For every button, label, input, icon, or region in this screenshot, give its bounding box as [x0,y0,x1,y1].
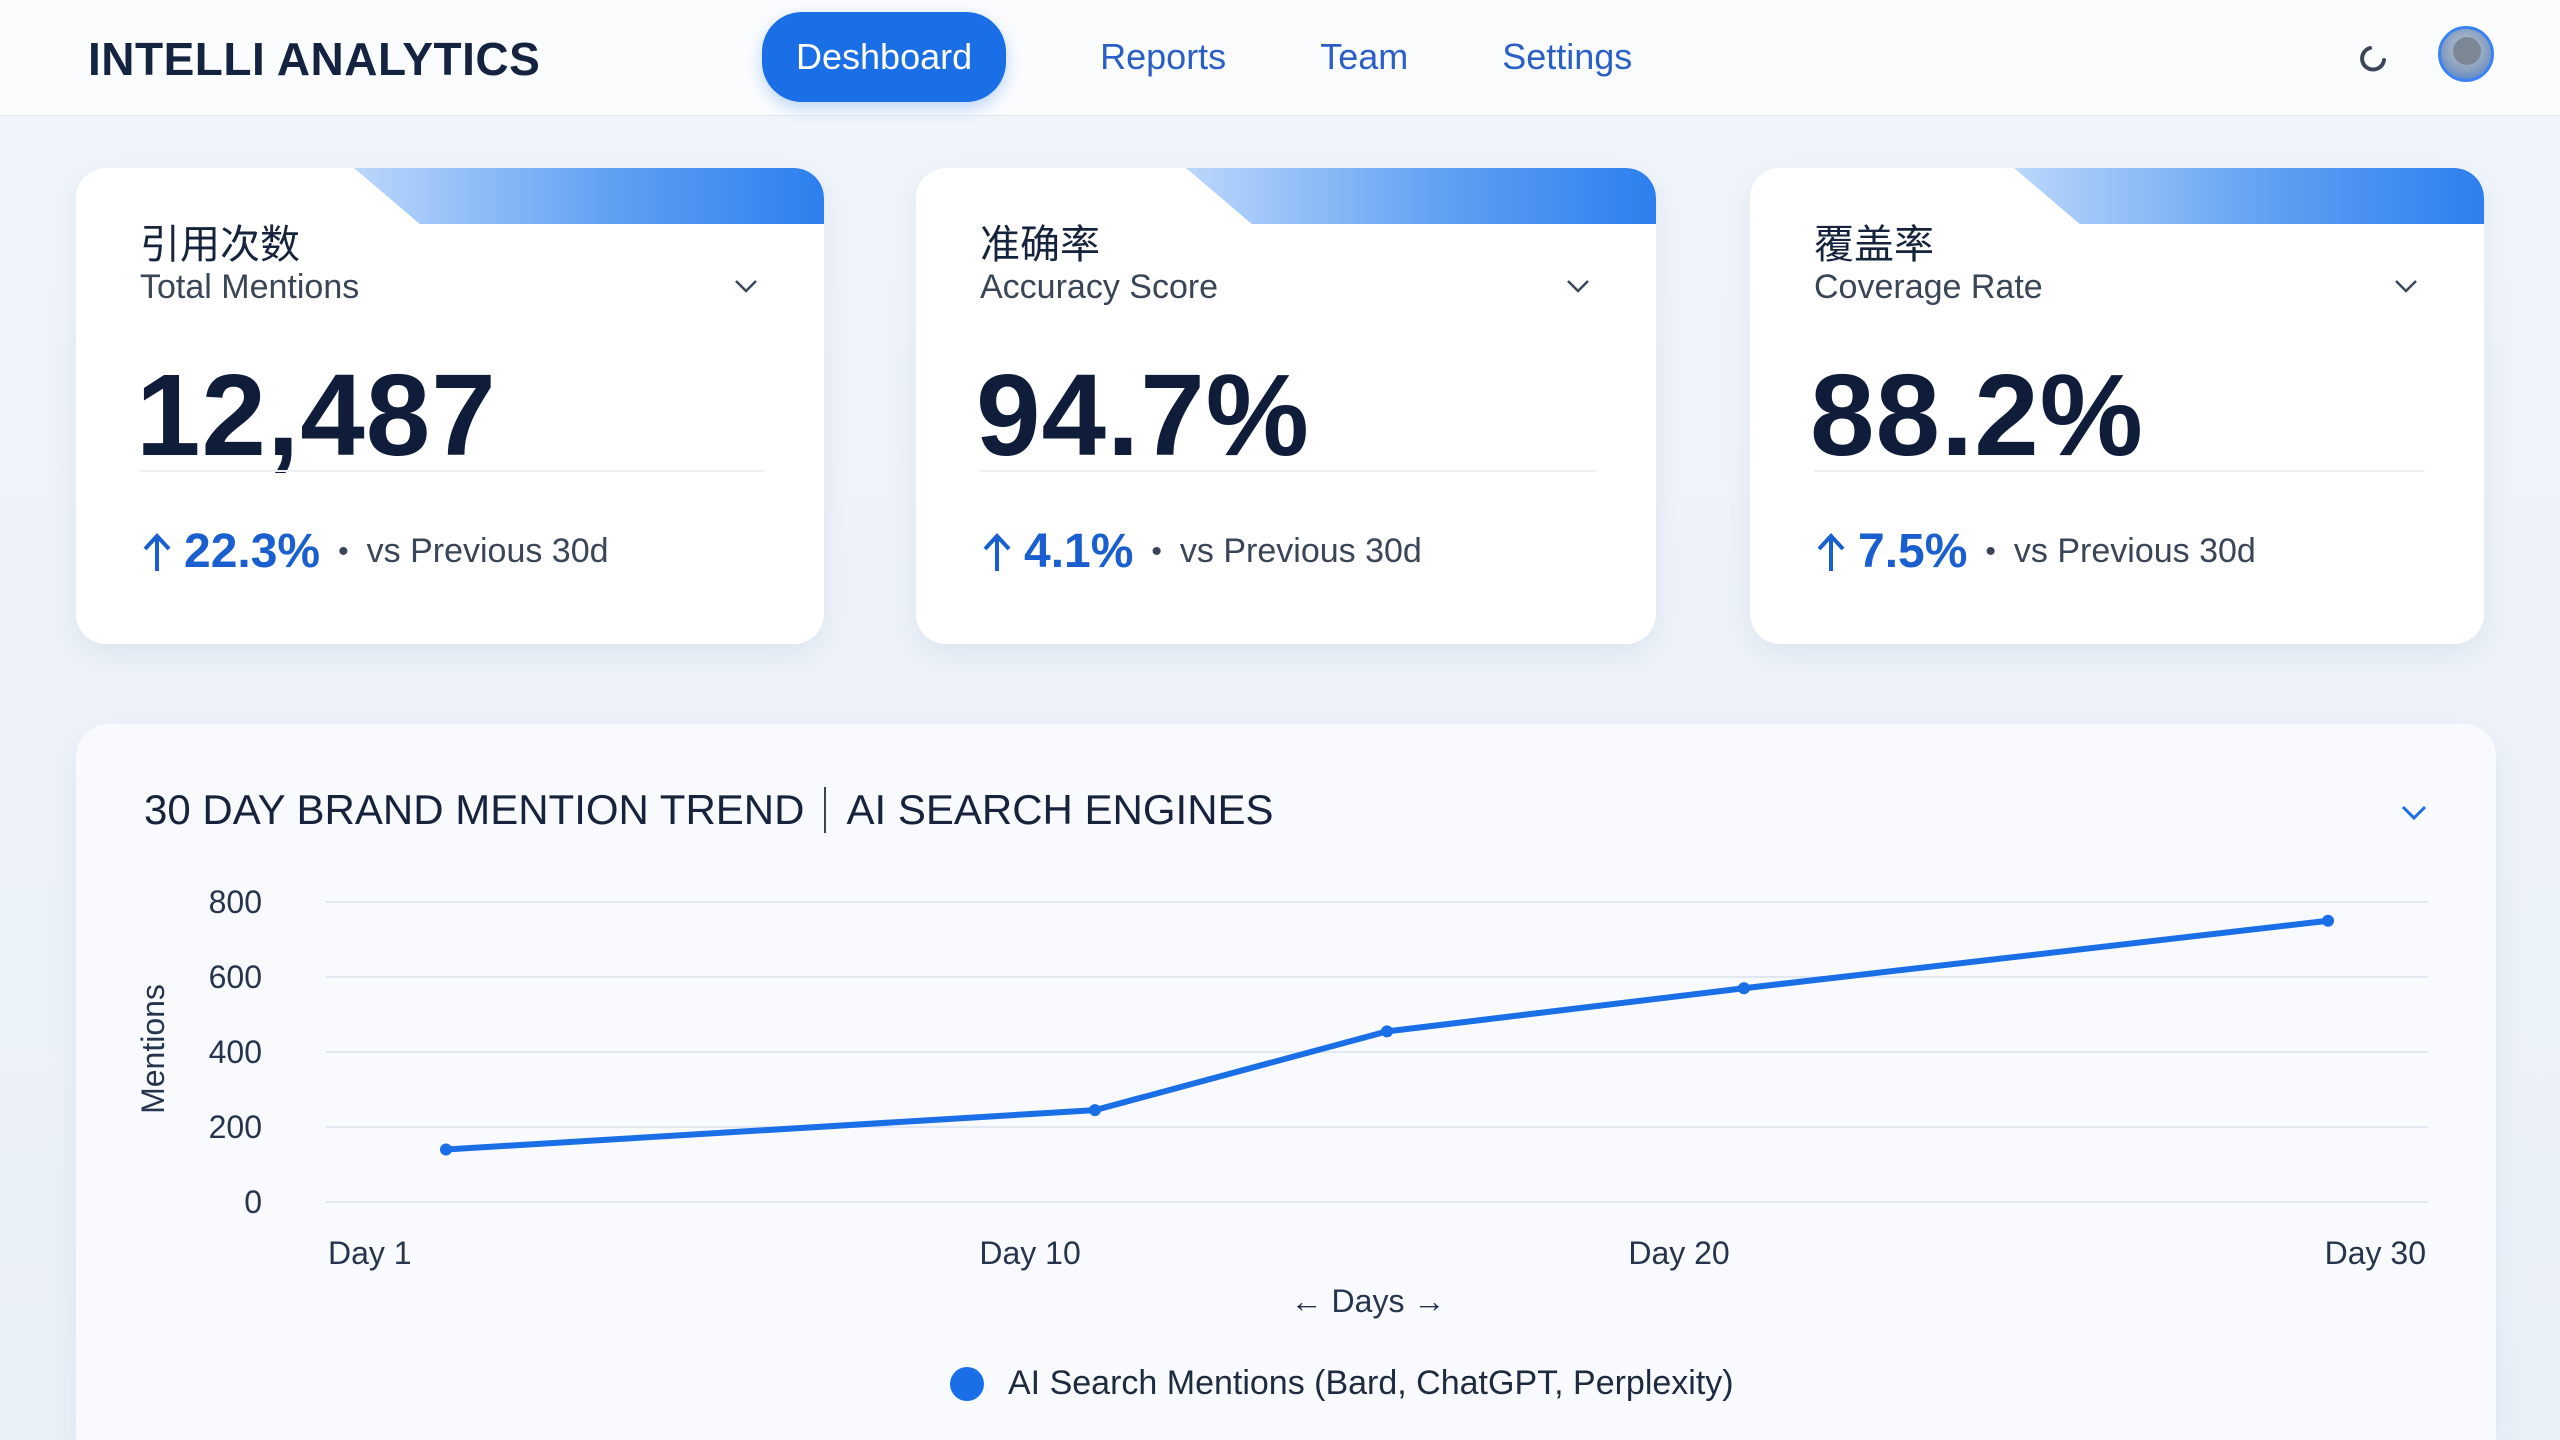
y-tick-label: 600 [209,959,262,995]
delta-label: vs Previous 30d [1179,532,1422,570]
card-delta: 7.5% • vs Previous 30d [1814,524,2256,579]
arrow-up-icon [983,532,1011,571]
card-title-en: Coverage Rate [1814,268,2043,306]
chevron-down-icon[interactable] [1564,272,1592,300]
trend-title-left: 30 DAY BRAND MENTION TREND [144,786,805,833]
separator-dot: • [1151,534,1162,568]
delta-value: 7.5% [1858,525,1968,578]
delta-value: 4.1% [1024,525,1134,578]
legend-swatch [950,1366,984,1401]
title-separator [824,787,827,833]
x-tick-label: Day 10 [979,1235,1080,1271]
kpi-card-accuracy-score: 准确率 Accuracy Score 94.7% 4.1% • vs Previ… [916,168,1656,644]
chart-grid [326,901,2428,1203]
delta-label: vs Previous 30d [366,532,609,570]
card-divider [140,470,764,472]
card-accent-decoration [1186,168,1656,224]
card-accent-decoration [354,168,824,224]
top-header: INTELLI ANALYTICS Deshboard Reports Team… [0,0,2560,116]
refresh-icon[interactable] [2356,40,2392,76]
data-point[interactable] [2322,914,2334,927]
y-tick-label: 400 [209,1034,262,1070]
nav-dashboard[interactable]: Deshboard [762,12,1007,102]
x-tick-label: Day 1 [328,1235,412,1271]
brand-logo: INTELLI ANALYTICS [88,33,541,85]
arrow-up-icon [1817,532,1845,571]
card-delta: 4.1% • vs Previous 30d [980,524,1422,579]
card-accent-decoration [2014,168,2484,224]
card-title-cn: 引用次数 [140,222,300,268]
trend-panel-title: 30 DAY BRAND MENTION TREND AI SEARCH ENG… [144,786,1274,834]
card-divider [1814,470,2424,472]
data-point[interactable] [1088,1104,1101,1117]
kpi-card-total-mentions: 引用次数 Total Mentions 12,487 22.3% • vs Pr… [76,168,824,644]
kpi-card-coverage-rate: 覆盖率 Coverage Rate 88.2% 7.5% • vs Previo… [1750,168,2484,644]
chart-y-ticks: 0 200 400 600 800 [209,884,262,1220]
nav-settings[interactable]: Settings [1502,36,1633,77]
main-nav: Deshboard Reports Team Settings [762,12,1692,102]
separator-dot: • [1985,534,1996,568]
user-avatar[interactable] [2438,26,2494,82]
y-tick-label: 0 [244,1184,262,1220]
card-divider [980,470,1596,472]
card-title-cn: 覆盖率 [1814,222,1934,268]
nav-team[interactable]: Team [1320,36,1409,77]
delta-label: vs Previous 30d [2013,532,2256,570]
card-title-en: Accuracy Score [980,268,1219,306]
legend-label: AI Search Mentions (Bard, ChatGPT, Perpl… [1008,1364,1734,1402]
arrow-up-icon [143,532,171,571]
chart-legend: AI Search Mentions (Bard, ChatGPT, Perpl… [950,1364,1734,1403]
trend-title-right: AI SEARCH ENGINES [846,786,1274,833]
trend-panel: 30 DAY BRAND MENTION TREND AI SEARCH ENG… [76,724,2496,1440]
chevron-down-icon[interactable] [2392,272,2420,300]
y-tick-label: 200 [209,1109,262,1145]
x-axis-label: ← Days → [1291,1283,1446,1319]
data-point[interactable] [1381,1025,1393,1038]
card-value: 94.7% [976,350,1310,480]
data-point[interactable] [1737,982,1750,995]
y-axis-label: Mentions [135,984,171,1114]
x-tick-label: Day 30 [2325,1235,2426,1271]
trend-line-chart: 0 200 400 600 800 Day 1 Day 10 Day 20 Day 30 Me… [135,884,2428,1319]
x-tick-label: Day 20 [1628,1235,1729,1271]
card-value: 12,487 [136,350,497,480]
chevron-down-icon[interactable] [732,272,760,300]
card-title-en: Total Mentions [140,268,360,306]
data-point[interactable] [440,1143,452,1156]
chevron-down-icon[interactable] [2398,796,2430,828]
card-value: 88.2% [1810,350,2144,480]
y-tick-label: 800 [209,884,262,920]
card-delta: 22.3% • vs Previous 30d [140,524,609,579]
delta-value: 22.3% [184,525,321,578]
chart-x-ticks: Day 1 Day 10 Day 20 Day 30 [328,1235,2426,1271]
card-title-cn: 准确率 [980,222,1100,268]
separator-dot: • [338,534,349,568]
nav-reports[interactable]: Reports [1100,36,1227,77]
chart-series [440,914,2334,1156]
